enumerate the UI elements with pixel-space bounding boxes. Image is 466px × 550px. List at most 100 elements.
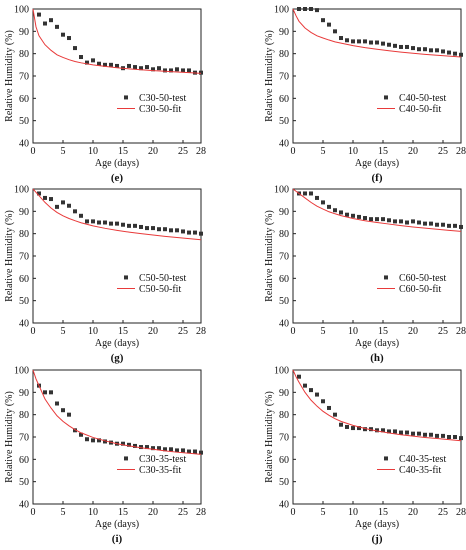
data-point: [73, 46, 77, 51]
data-point: [321, 200, 325, 205]
x-tick-label: 0: [291, 326, 296, 337]
data-point: [181, 448, 185, 453]
data-point: [315, 8, 319, 13]
data-point: [405, 220, 409, 225]
data-point: [145, 226, 149, 231]
plot-frame: [32, 188, 202, 324]
data-point: [133, 65, 137, 70]
x-tick-label: 20: [148, 146, 158, 157]
y-tick-label: 90: [279, 388, 289, 399]
y-tick-label: 60: [279, 455, 289, 466]
x-tick-label: 5: [321, 146, 326, 157]
data-point: [37, 12, 41, 17]
y-tick-label: 60: [19, 274, 29, 285]
y-tick-label: 90: [19, 207, 29, 218]
data-point: [309, 191, 313, 196]
y-tick-label: 100: [274, 366, 289, 377]
data-point: [441, 222, 445, 227]
data-point: [55, 204, 59, 209]
x-tick-label: 0: [31, 507, 36, 518]
chart-panel-2: 40 50 60 70 80 90 100 0 5 10 15 20 25 28 Age (days) Rel…: [4, 185, 206, 365]
data-point: [435, 222, 439, 227]
y-tick-label: 50: [279, 116, 289, 127]
x-tick-label: 25: [178, 507, 188, 518]
y-tick-label: 50: [19, 477, 29, 488]
data-point: [375, 40, 379, 45]
legend-marker-swatch: [124, 456, 128, 461]
data-point: [97, 220, 101, 225]
data-point: [363, 216, 367, 221]
x-tick-label: 5: [321, 326, 326, 337]
data-point: [163, 227, 167, 232]
chart-panel-4: 40 50 60 70 80 90 100 0 5 10 15 20 25 28 Age (days) Rel…: [4, 366, 206, 546]
data-point: [43, 390, 47, 395]
data-point: [127, 63, 131, 68]
data-point: [43, 195, 47, 200]
x-tick-label: 28: [196, 146, 206, 157]
panel-label: (g): [111, 352, 124, 364]
data-point: [145, 445, 149, 450]
data-point: [381, 217, 385, 222]
data-point: [423, 221, 427, 226]
data-point: [163, 68, 167, 73]
y-tick-label: 70: [19, 72, 29, 83]
data-point: [453, 51, 457, 56]
y-axis-label: Relative Humidity (%): [264, 391, 275, 483]
data-point: [133, 443, 137, 448]
data-point: [61, 200, 65, 205]
data-point: [79, 213, 83, 218]
data-point: [417, 431, 421, 436]
data-point: [169, 228, 173, 233]
panel-label: (h): [370, 352, 384, 364]
data-point: [151, 226, 155, 231]
x-tick-label: 10: [88, 507, 98, 518]
data-point: [339, 422, 343, 427]
y-tick-label: 40: [279, 139, 289, 150]
y-tick-label: 80: [279, 49, 289, 60]
y-tick-label: 50: [19, 296, 29, 307]
data-point: [85, 219, 89, 224]
data-point: [381, 41, 385, 46]
y-tick-label: 40: [279, 319, 289, 330]
data-point: [115, 221, 119, 226]
plot-frame: [292, 188, 462, 324]
data-point: [79, 432, 83, 437]
legend-label: C30-50-fit: [139, 104, 181, 115]
y-tick-label: 60: [279, 274, 289, 285]
x-tick-label: 25: [438, 146, 448, 157]
data-point: [49, 390, 53, 395]
data-point: [175, 67, 179, 72]
plot-frame: [32, 369, 202, 505]
data-point: [43, 21, 47, 26]
fit-line: [292, 369, 462, 442]
y-tick-label: 50: [279, 477, 289, 488]
data-point: [357, 39, 361, 44]
y-tick-label: 100: [274, 185, 289, 196]
panel-label: (f): [372, 172, 383, 184]
data-point: [345, 212, 349, 217]
data-point: [37, 191, 41, 196]
data-point: [429, 221, 433, 226]
data-point: [423, 432, 427, 437]
x-tick-label: 28: [456, 507, 466, 518]
data-point: [405, 430, 409, 435]
fit-line: [292, 8, 462, 58]
data-point: [399, 44, 403, 49]
data-point: [333, 412, 337, 417]
data-point: [423, 47, 427, 52]
x-tick-label: 5: [61, 326, 66, 337]
data-point: [169, 447, 173, 452]
data-point: [103, 220, 107, 225]
legend-label: C60-50-fit: [399, 284, 441, 295]
x-tick-label: 10: [348, 326, 358, 337]
data-point: [91, 58, 95, 63]
y-tick-label: 90: [19, 27, 29, 38]
y-axis-label: Relative Humidity (%): [4, 30, 15, 122]
data-point: [315, 392, 319, 397]
data-point: [297, 374, 301, 379]
data-point: [345, 38, 349, 43]
legend-label: C40-50-test: [399, 93, 446, 104]
y-tick-label: 50: [279, 296, 289, 307]
data-point: [151, 67, 155, 72]
